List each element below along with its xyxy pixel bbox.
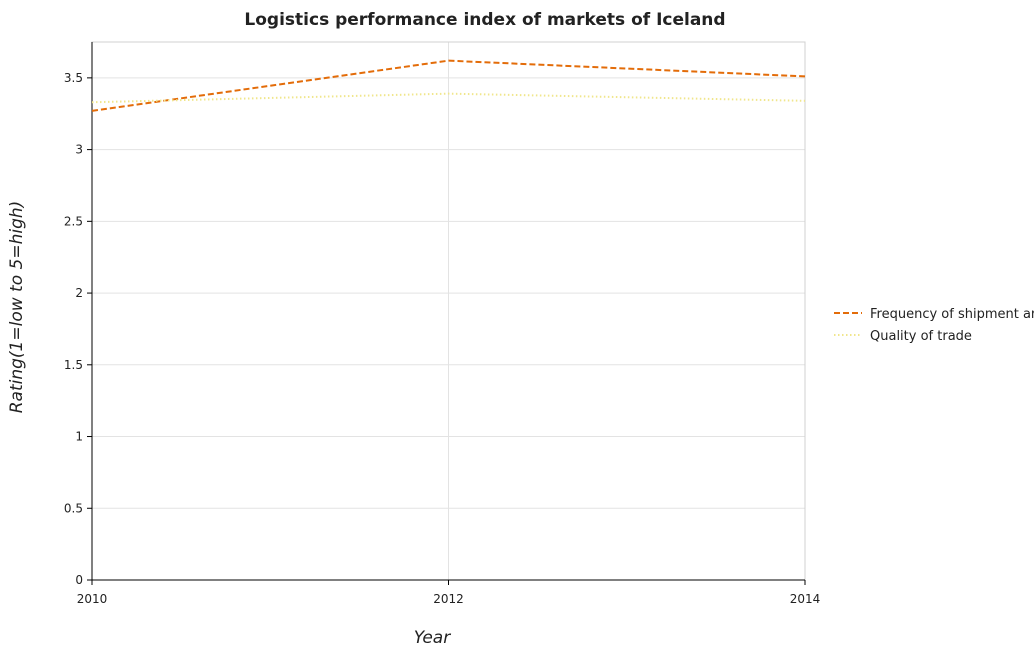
axes [87,42,806,585]
legend: Frequency of shipment arrival Quality of … [834,307,1034,344]
y-tick-label: 0.5 [64,501,83,515]
x-tick-label: 2012 [433,592,464,606]
x-tick-label: 2014 [790,592,821,606]
x-tick-labels: 2010 2012 2014 [77,592,821,606]
grid [91,41,806,581]
y-axis-label: Rating(1=low to 5=high) [7,201,27,414]
legend-label-1: Frequency of shipment arrival [870,307,1034,322]
series-line-2 [91,92,806,104]
x-axis-label: Year [414,628,451,648]
y-tick-label: 2 [75,286,83,300]
y-tick-labels: 0 0.5 1 1.5 2 2.5 3 3.5 [64,71,83,587]
legend-label-2: Quality of trade [870,329,972,344]
y-tick-label: 0 [75,573,83,587]
series-line-1 [91,59,806,112]
series-lines [91,59,806,112]
y-tick-label: 3 [75,143,83,157]
chart-title: Logistics performance index of markets o… [244,10,725,30]
y-tick-label: 1.5 [64,358,83,372]
x-tick-label: 2010 [77,592,108,606]
y-tick-label: 2.5 [64,214,83,228]
y-tick-label: 3.5 [64,71,83,85]
y-tick-label: 1 [75,430,83,444]
